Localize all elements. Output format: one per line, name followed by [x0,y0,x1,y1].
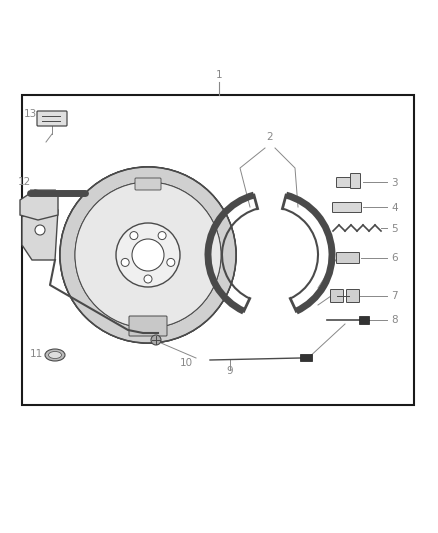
Circle shape [167,259,175,266]
Text: 4: 4 [391,203,398,213]
Bar [22,95,414,405]
Text: 11: 11 [29,349,42,359]
Text: 3: 3 [391,178,398,188]
Text: 10: 10 [180,358,193,368]
Text: 2: 2 [267,132,273,142]
Bar [359,316,369,324]
Circle shape [35,225,45,235]
Circle shape [144,275,152,283]
Text: 12: 12 [18,177,31,187]
Bar [300,354,312,361]
Text: 1: 1 [215,70,223,80]
Circle shape [60,167,236,343]
Circle shape [130,231,138,240]
Wedge shape [60,167,236,343]
FancyBboxPatch shape [336,177,353,188]
FancyBboxPatch shape [331,289,343,303]
Text: 5: 5 [391,224,398,234]
Circle shape [132,239,164,271]
Text: 7: 7 [391,291,398,301]
Ellipse shape [45,349,65,361]
Circle shape [75,182,221,328]
FancyBboxPatch shape [336,253,360,263]
Text: 8: 8 [391,315,398,325]
Polygon shape [20,190,58,220]
Text: 9: 9 [227,366,233,376]
Circle shape [121,259,129,266]
FancyBboxPatch shape [135,178,161,190]
Polygon shape [22,205,58,260]
Circle shape [116,223,180,287]
Circle shape [158,231,166,240]
Ellipse shape [49,351,61,359]
Text: 13: 13 [24,109,37,119]
Circle shape [151,335,161,345]
FancyBboxPatch shape [129,316,167,336]
FancyBboxPatch shape [332,203,361,213]
FancyBboxPatch shape [37,111,67,126]
Text: 6: 6 [391,253,398,263]
FancyBboxPatch shape [346,289,360,303]
FancyBboxPatch shape [350,174,360,189]
